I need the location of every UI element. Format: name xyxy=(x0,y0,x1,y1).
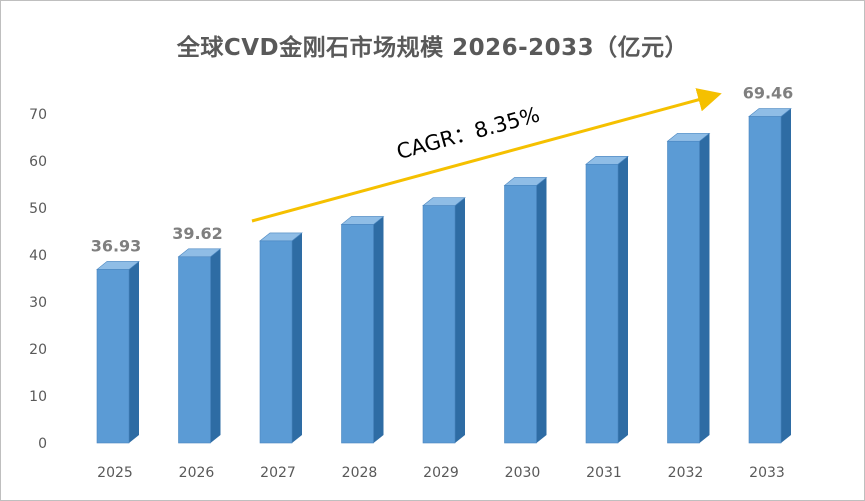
bar-side-2028 xyxy=(373,216,384,443)
y-tick-label: 50 xyxy=(29,201,47,217)
bar-side-2029 xyxy=(455,197,465,443)
x-tick-label: 2030 xyxy=(505,465,541,481)
x-tick-label: 2026 xyxy=(179,465,215,481)
y-tick-label: 30 xyxy=(29,295,47,311)
y-tick-label: 60 xyxy=(29,154,47,170)
x-tick-label: 2028 xyxy=(342,465,378,481)
bar-2025 xyxy=(96,269,130,444)
bar-2030 xyxy=(504,185,537,444)
bar-2026 xyxy=(178,256,211,444)
x-tick-label: 2029 xyxy=(423,465,459,481)
data-label-2033: 69.46 xyxy=(743,84,794,103)
y-tick-label: 20 xyxy=(29,342,47,358)
bar-2027 xyxy=(259,240,293,444)
x-tick-label: 2027 xyxy=(260,465,296,481)
bar-side-2032 xyxy=(699,133,710,443)
bar-side-2025 xyxy=(129,261,139,443)
bar-2028 xyxy=(341,224,374,444)
bar-side-2027 xyxy=(292,232,302,443)
x-tick-label: 2033 xyxy=(749,465,785,481)
bar-side-2030 xyxy=(536,177,547,443)
x-tick-label: 2025 xyxy=(97,465,133,481)
bar-side-2033 xyxy=(781,108,791,444)
data-label-2026: 39.62 xyxy=(172,224,223,243)
y-tick-label: 10 xyxy=(29,389,47,405)
bar-side-2031 xyxy=(618,156,628,444)
bar-2033 xyxy=(748,116,782,444)
x-tick-label: 2031 xyxy=(586,465,622,481)
bar-2029 xyxy=(422,205,456,444)
cagr-annotation: CAGR：8.35% xyxy=(394,102,542,164)
chart-title: 全球CVD金刚石市场规模 2026-2033（亿元） xyxy=(176,35,689,61)
data-label-2025: 36.93 xyxy=(91,236,142,255)
y-tick-label: 40 xyxy=(29,248,47,264)
y-tick-label: 70 xyxy=(29,107,47,123)
x-tick-label: 2032 xyxy=(668,465,704,481)
cagr-arrow xyxy=(251,88,722,223)
y-tick-label: 0 xyxy=(38,436,47,452)
bar-2031 xyxy=(585,163,619,444)
bar-side-2026 xyxy=(210,248,221,443)
bar-2032 xyxy=(667,140,700,444)
